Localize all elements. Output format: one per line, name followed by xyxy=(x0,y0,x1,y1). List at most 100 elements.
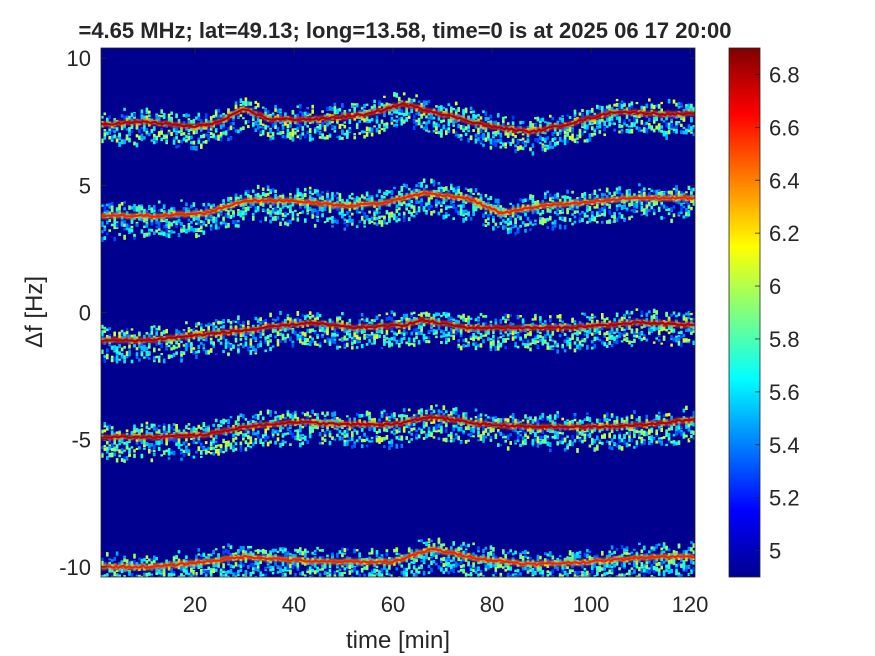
trace-speckle xyxy=(385,329,389,335)
trace-speckle xyxy=(343,132,347,136)
trace-speckle xyxy=(289,209,292,214)
trace-speckle xyxy=(484,111,488,116)
trace-speckle xyxy=(252,117,255,122)
trace-speckle xyxy=(635,102,639,105)
trace-speckle xyxy=(568,130,572,133)
trace-speckle xyxy=(462,125,465,130)
trace-speckle xyxy=(172,423,176,426)
trace-speckle xyxy=(402,112,406,117)
trace-speckle xyxy=(365,413,369,417)
trace-speckle xyxy=(412,328,416,333)
trace-speckle xyxy=(232,433,235,438)
trace-speckle xyxy=(123,459,126,463)
trace-speckle xyxy=(296,336,300,341)
trace-speckle xyxy=(549,317,552,323)
trace-speckle xyxy=(316,336,319,339)
trace-speckle xyxy=(214,224,218,230)
trace-speckle xyxy=(667,325,671,330)
trace-speckle xyxy=(207,325,210,331)
trace-speckle xyxy=(489,344,493,349)
trace-speckle xyxy=(370,321,374,325)
trace-speckle xyxy=(160,130,163,135)
trace-speckle xyxy=(553,340,557,346)
trace-speckle xyxy=(120,216,124,220)
trace-speckle xyxy=(113,118,116,121)
trace-speckle xyxy=(601,220,604,224)
trace-speckle xyxy=(435,312,438,317)
trace-speckle xyxy=(150,458,154,463)
trace-speckle xyxy=(425,202,428,207)
trace-speckle xyxy=(682,199,686,203)
trace-speckle xyxy=(645,312,649,317)
trace-speckle xyxy=(311,109,314,114)
trace-speckle xyxy=(353,117,356,121)
trace-speckle xyxy=(464,201,468,204)
trace-speckle xyxy=(237,220,240,223)
trace-speckle xyxy=(526,134,530,138)
trace-speckle xyxy=(479,343,483,348)
trace-speckle xyxy=(125,227,129,231)
trace-speckle xyxy=(370,117,374,122)
trace-speckle xyxy=(655,190,658,195)
trace-speckle xyxy=(450,201,453,205)
trace-speckle xyxy=(155,221,158,225)
trace-speckle xyxy=(123,115,126,120)
trace-speckle xyxy=(326,122,329,127)
trace-speckle xyxy=(185,126,188,131)
trace-speckle xyxy=(690,200,693,204)
trace-speckle xyxy=(388,218,391,223)
trace-speckle xyxy=(259,335,262,339)
trace-speckle xyxy=(128,231,131,234)
trace-speckle xyxy=(422,337,426,340)
trace-speckle xyxy=(192,202,196,207)
trace-speckle xyxy=(682,109,686,112)
trace-speckle xyxy=(623,205,626,209)
trace-speckle xyxy=(539,141,542,145)
trace-speckle xyxy=(227,108,230,113)
trace-speckle xyxy=(296,333,300,338)
trace-speckle xyxy=(650,329,654,333)
trace-speckle xyxy=(541,217,545,223)
trace-speckle xyxy=(106,456,109,460)
trace-speckle xyxy=(153,231,156,235)
trace-speckle xyxy=(601,326,604,331)
trace-speckle xyxy=(516,125,520,129)
trace-speckle xyxy=(596,319,599,324)
trace-speckle xyxy=(195,145,198,151)
trace-speckle xyxy=(214,335,218,338)
trace-speckle xyxy=(101,324,104,329)
trace-speckle xyxy=(370,331,374,336)
trace-speckle xyxy=(484,334,488,337)
trace-speckle xyxy=(190,351,193,354)
trace-speckle xyxy=(125,331,129,335)
trace-speckle xyxy=(294,413,297,419)
trace-speckle xyxy=(167,221,171,225)
trace-speckle xyxy=(150,219,154,222)
trace-speckle xyxy=(459,345,463,351)
trace-speckle xyxy=(583,312,587,316)
trace-speckle xyxy=(459,328,463,334)
trace-speckle xyxy=(412,316,416,321)
trace-speckle xyxy=(531,340,535,343)
trace-speckle xyxy=(420,114,423,119)
trace-speckle xyxy=(150,325,154,329)
trace-speckle xyxy=(120,220,124,223)
trace-speckle xyxy=(289,192,292,196)
trace-speckle xyxy=(313,325,317,328)
trace-speckle xyxy=(323,329,327,334)
trace-speckle xyxy=(239,194,243,199)
trace-speckle xyxy=(643,334,646,337)
trace-speckle xyxy=(390,113,394,116)
trace-speckle xyxy=(281,333,285,337)
trace-speckle xyxy=(135,142,139,148)
trace-speckle xyxy=(106,220,109,225)
trace-speckle xyxy=(605,108,609,113)
trace-speckle xyxy=(331,127,334,130)
trace-speckle xyxy=(353,103,356,106)
trace-speckle xyxy=(150,328,154,332)
trace-speckle xyxy=(355,225,359,229)
trace-speckle xyxy=(667,129,671,135)
trace-speckle xyxy=(509,142,512,147)
trace-speckle xyxy=(573,322,577,326)
trace-speckle xyxy=(546,226,550,230)
